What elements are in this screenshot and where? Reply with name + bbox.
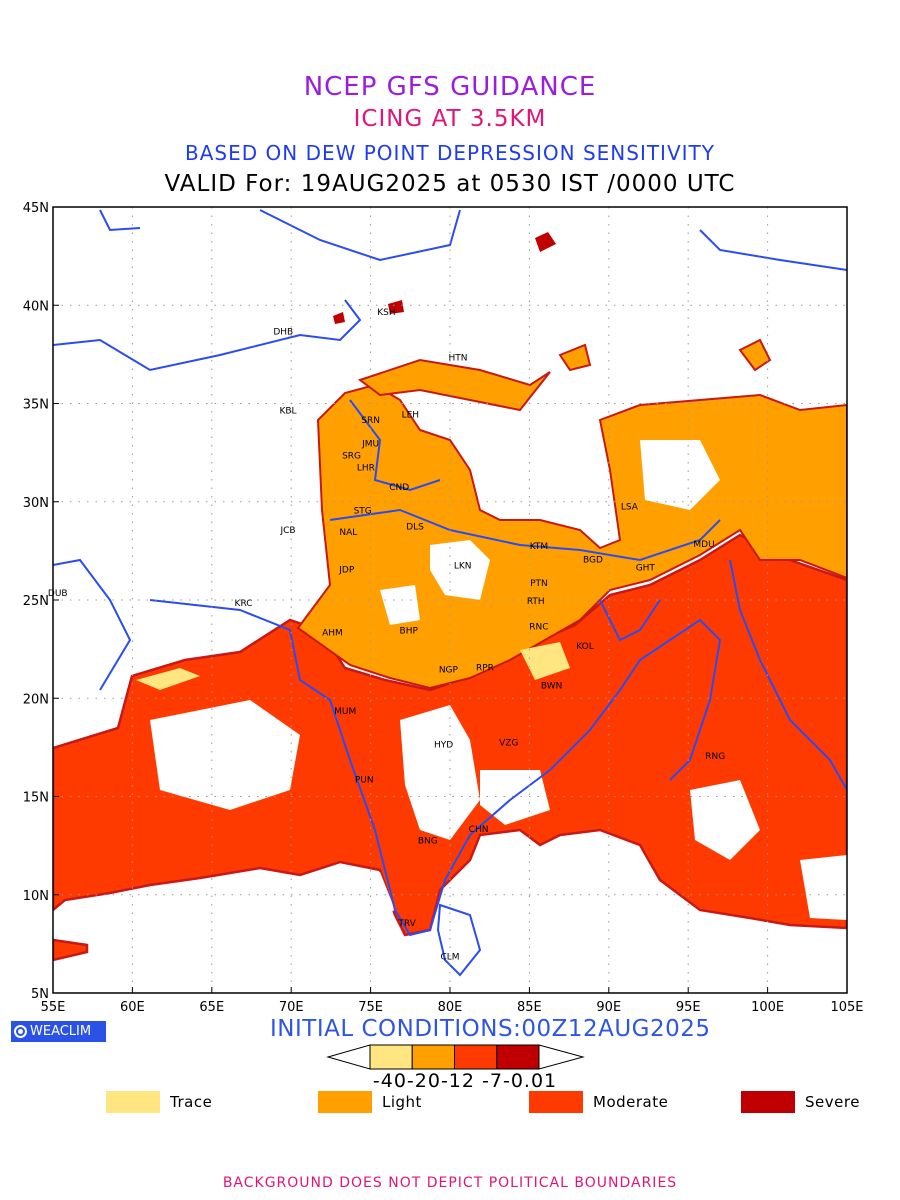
station-label: RTH: [527, 597, 545, 607]
station-label: LEH: [402, 410, 419, 420]
station-label: TRV: [397, 919, 416, 929]
legend-item-moderate: Moderate: [529, 1090, 668, 1114]
disclaimer: BACKGROUND DOES NOT DEPICT POLITICAL BOU…: [222, 1175, 678, 1191]
lat-tick-label: 40N: [23, 299, 49, 314]
colorbar-cell: [411, 1044, 455, 1070]
station-label: PTN: [530, 579, 548, 589]
station-label: CHN: [469, 825, 489, 835]
lat-tick-label: 25N: [23, 594, 49, 609]
colorbar-right-arrow: [538, 1044, 585, 1070]
station-label: NGP: [439, 666, 459, 676]
station-label: JMU: [361, 440, 379, 450]
station-label: BGD: [583, 556, 603, 566]
lon-tick-label: 80E: [438, 1000, 463, 1015]
lon-tick-label: 85E: [517, 1000, 542, 1015]
lon-tick-label: 105E: [830, 1000, 863, 1015]
severe-icing-area: [333, 232, 556, 324]
trace-icing-area: [136, 642, 570, 690]
station-label: DHB: [273, 328, 293, 338]
station-label: RNG: [705, 752, 725, 762]
legend-item-severe: Severe: [741, 1090, 860, 1114]
legend-label-trace: Trace: [170, 1093, 213, 1111]
colorbar-cell: [369, 1044, 413, 1070]
initial-conditions: INITIAL CONDITIONS:00Z12AUG2025: [270, 1016, 711, 1042]
lat-tick-label: 20N: [23, 692, 49, 707]
station-label: RNC: [529, 622, 548, 632]
lon-tick-label: 70E: [279, 1000, 304, 1015]
station-label: BWN: [541, 681, 563, 691]
station-label: MDU: [693, 540, 714, 550]
chart-subtitle: ICING AT 3.5KM: [353, 106, 547, 132]
lon-tick-label: 75E: [358, 1000, 383, 1015]
station-label: HTN: [448, 353, 467, 363]
light-gaps: [380, 430, 720, 625]
station-label: HYD: [434, 740, 453, 750]
lat-tick-label: 35N: [23, 398, 49, 413]
station-label: KSH: [377, 308, 395, 318]
colorbar-labels: -40-20-12 -7-0.01: [372, 1070, 558, 1092]
station-label: PUN: [355, 776, 374, 786]
colorbar: [326, 1044, 585, 1070]
station-label: BNG: [418, 837, 438, 847]
station-label: SRG: [342, 452, 361, 462]
legend-swatch-light: [318, 1091, 372, 1113]
coastlines-borders: [53, 209, 847, 977]
station-label: CLM: [440, 953, 459, 963]
chart-method: BASED ON DEW POINT DEPRESSION SENSITIVIT…: [185, 141, 715, 165]
logo-icon: [14, 1025, 27, 1038]
station-label: LSA: [621, 503, 639, 513]
lat-tick-label: 30N: [23, 496, 49, 511]
station-label: GHT: [636, 564, 656, 574]
lon-tick-label: 55E: [41, 1000, 66, 1015]
station-label: NAL: [339, 528, 357, 538]
weaclim-logo: WEACLIM: [11, 1021, 106, 1042]
colorbar-left-arrow: [326, 1044, 371, 1070]
station-label: JDP: [338, 565, 355, 575]
chart-title: NCEP GFS GUIDANCE: [303, 72, 597, 102]
lon-tick-label: 95E: [676, 1000, 701, 1015]
legend-label-light: Light: [382, 1093, 422, 1111]
station-label: MUM: [334, 707, 356, 717]
legend-swatch-trace: [106, 1091, 160, 1113]
legend-item-light: Light: [318, 1090, 422, 1114]
legend-label-moderate: Moderate: [593, 1093, 669, 1111]
colorbar-cell: [496, 1044, 540, 1070]
station-label: BHP: [400, 626, 419, 636]
lon-tick-label: 65E: [199, 1000, 224, 1015]
legend-item-trace: Trace: [106, 1090, 212, 1114]
station-label: RPR: [476, 664, 494, 674]
graticule: [53, 207, 847, 993]
station-label: CND: [389, 483, 409, 493]
lat-tick-label: 10N: [23, 889, 49, 904]
station-label: LHR: [357, 463, 375, 473]
valid-time: VALID For: 19AUG2025 at 0530 IST /0000 U…: [164, 171, 736, 197]
lat-tick-label: 5N: [31, 987, 49, 1002]
station-label: STG: [354, 507, 372, 517]
colorbar-cell: [454, 1044, 498, 1070]
station-label: AHM: [322, 628, 343, 638]
lon-tick-label: 60E: [120, 1000, 145, 1015]
lon-tick-label: 100E: [751, 1000, 784, 1015]
brand-label: WEACLIM: [30, 1024, 92, 1039]
station-label: JCB: [279, 526, 295, 536]
station-label: DLS: [406, 522, 424, 532]
station-label: KRC: [235, 599, 253, 609]
legend-swatch-moderate: [529, 1091, 583, 1113]
lat-tick-label: 45N: [23, 201, 49, 216]
legend-label-severe: Severe: [805, 1093, 860, 1111]
station-label: KOL: [576, 642, 594, 652]
station-label: LKN: [454, 562, 472, 572]
station-label: KBL: [279, 406, 296, 416]
lon-tick-label: 90E: [596, 1000, 621, 1015]
clear-gaps: [150, 700, 847, 925]
legend-swatch-severe: [741, 1091, 795, 1113]
station-label: VZG: [499, 738, 518, 748]
lat-tick-label: 15N: [23, 791, 49, 806]
station-label: KTM: [530, 542, 548, 552]
station-label: DUB: [48, 589, 68, 599]
station-label: SRN: [361, 416, 380, 426]
